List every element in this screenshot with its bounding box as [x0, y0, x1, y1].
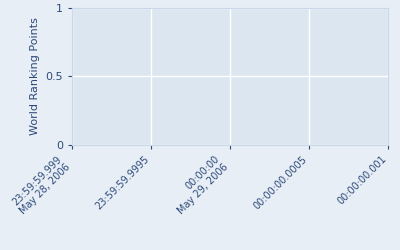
Y-axis label: World Ranking Points: World Ranking Points: [30, 17, 40, 135]
